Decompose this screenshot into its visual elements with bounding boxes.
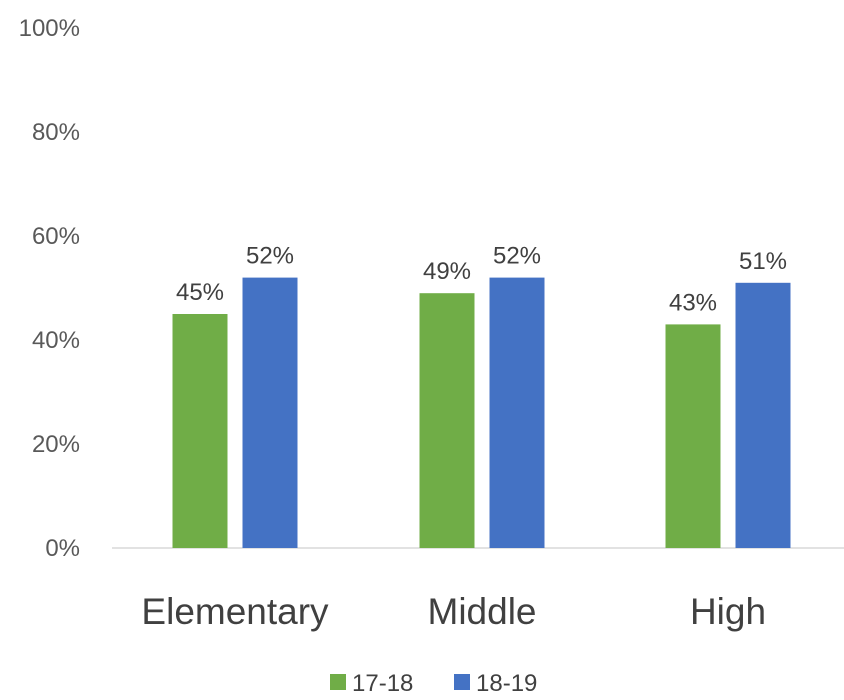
data-label: 51% — [739, 248, 787, 275]
y-tick-label: 80% — [32, 119, 80, 146]
category-label: Middle — [428, 591, 537, 632]
bar-18-19-middle — [489, 277, 545, 548]
data-label: 43% — [669, 289, 717, 316]
bar-17-18-high — [665, 324, 721, 548]
data-labels-group: 45% 52% 49% 52% 43% 51% — [176, 243, 787, 317]
bar-17-18-elementary — [172, 314, 228, 548]
data-label: 52% — [493, 243, 541, 270]
bar-18-19-high — [735, 282, 791, 548]
bars-group — [172, 277, 791, 548]
y-tick-label: 100% — [19, 15, 80, 42]
category-labels-group: Elementary Middle High — [141, 591, 766, 632]
legend-item: 17-18 — [330, 670, 413, 697]
legend-swatch — [330, 674, 346, 690]
legend-item: 18-19 — [454, 670, 537, 697]
legend-label: 17-18 — [352, 670, 413, 695]
data-label: 49% — [423, 258, 471, 285]
legend: 17-18 18-19 — [330, 670, 537, 697]
y-tick-label: 40% — [32, 327, 80, 354]
y-tick-label: 20% — [32, 431, 80, 458]
y-tick-label: 60% — [32, 223, 80, 250]
bar-17-18-middle — [419, 293, 475, 548]
legend-swatch — [454, 674, 470, 690]
category-label: Elementary — [141, 591, 329, 632]
data-label: 52% — [246, 243, 294, 270]
data-label: 45% — [176, 279, 224, 306]
legend-label: 18-19 — [476, 670, 537, 695]
category-label: High — [690, 591, 766, 632]
y-axis-ticks: 0% 20% 40% 60% 80% 100% — [19, 15, 80, 562]
bar-18-19-elementary — [242, 277, 298, 548]
y-tick-label: 0% — [45, 535, 80, 562]
